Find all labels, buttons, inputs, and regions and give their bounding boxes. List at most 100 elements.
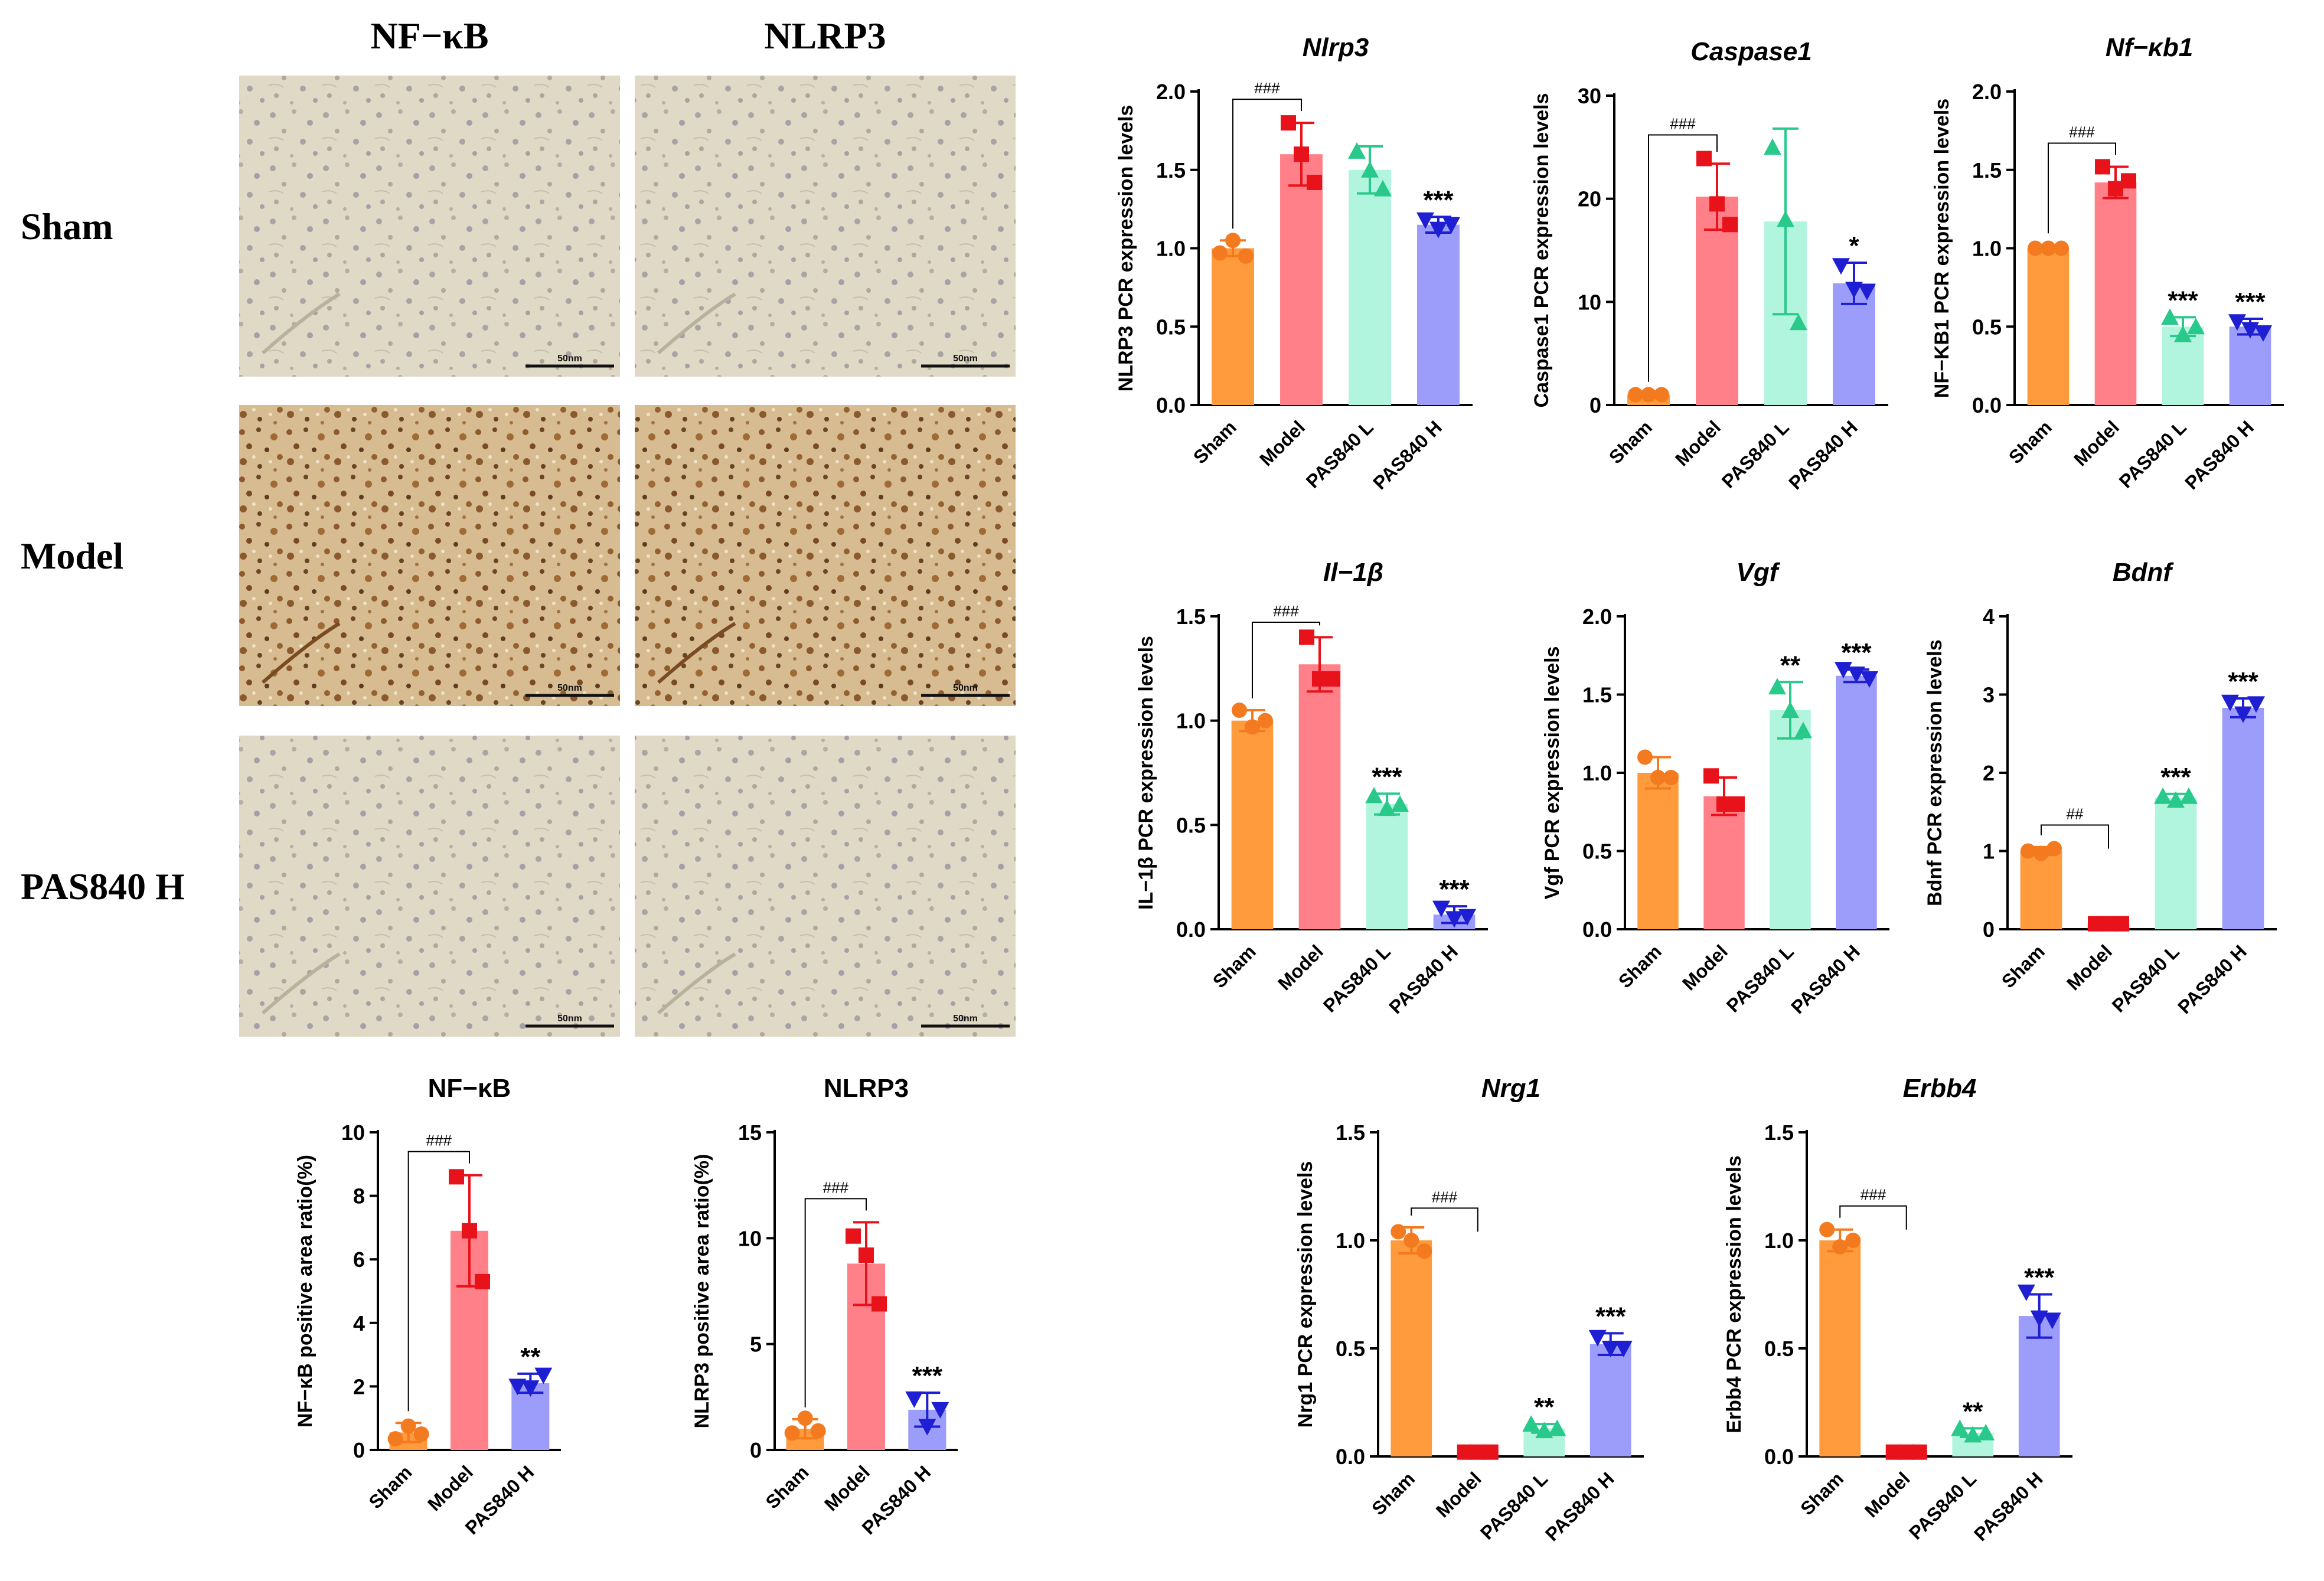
y-tick-label: 10 bbox=[738, 1226, 762, 1250]
y-axis-label: Vgf PCR expression levels bbox=[1541, 646, 1564, 900]
x-tick-label-pas840-l: PAS840 L bbox=[1476, 1468, 1552, 1543]
y-tick-label: 1.0 bbox=[1582, 761, 1612, 785]
data-point-pas840-l bbox=[1790, 313, 1807, 331]
micrograph-image bbox=[635, 736, 1016, 1037]
data-point-sham bbox=[1416, 1243, 1432, 1259]
x-tick-label-model: Model bbox=[1678, 940, 1732, 994]
x-tick-label-pas840-h: PAS840 H bbox=[1385, 940, 1462, 1018]
x-tick-label-sham: Sham bbox=[1209, 940, 1260, 992]
data-point-model bbox=[475, 1273, 490, 1289]
bar-pas840-l bbox=[2155, 798, 2197, 929]
chart-nlrp3-pcr: Nlrp3 0.0 0.5 1.0 1.5 2.0 NLRP3 PCR expression… bbox=[1115, 33, 1473, 494]
data-point-sham bbox=[1663, 769, 1679, 785]
significance-marker: *** bbox=[2228, 667, 2258, 696]
data-point-model bbox=[1898, 1444, 1914, 1460]
data-point-pas840-l bbox=[2154, 787, 2172, 804]
data-point-pas840-l bbox=[1777, 210, 1794, 227]
bar-model bbox=[1298, 664, 1341, 929]
significance-bracket bbox=[1252, 622, 1320, 698]
data-point-sham bbox=[1391, 1224, 1406, 1240]
y-tick-label: 1 bbox=[1983, 840, 1995, 864]
data-point-pas840-h bbox=[931, 1402, 949, 1419]
data-point-pas840-h bbox=[2030, 1310, 2048, 1327]
bracket-label: ### bbox=[2069, 123, 2095, 141]
chart-nlrp3-area: NLRP3 0 5 10 15 NLRP3 positive area ratio(%) S… bbox=[691, 1074, 958, 1538]
data-point-pas840-h bbox=[2254, 325, 2272, 342]
data-point-sham bbox=[1258, 713, 1273, 729]
data-point-pas840-h bbox=[1860, 671, 1878, 688]
y-tick-label: 2 bbox=[1983, 761, 1995, 785]
bar-pas840-l bbox=[1366, 804, 1408, 929]
data-point-sham bbox=[2034, 845, 2049, 861]
y-tick-label: 0.5 bbox=[1972, 315, 2002, 339]
bracket-label: ### bbox=[823, 1178, 849, 1196]
data-point-sham bbox=[387, 1431, 403, 1447]
bar-pas840-h bbox=[2222, 708, 2264, 929]
data-point-sham bbox=[2021, 843, 2036, 859]
data-point-model bbox=[462, 1223, 477, 1239]
data-point-model bbox=[1716, 796, 1732, 812]
bar-model bbox=[1703, 796, 1745, 929]
data-point-model bbox=[1457, 1444, 1473, 1460]
x-tick-label-model: Model bbox=[423, 1461, 477, 1515]
y-tick-label: 1.0 bbox=[1336, 1229, 1365, 1253]
y-tick-label: 0 bbox=[1589, 393, 1601, 417]
significance-marker: * bbox=[1849, 231, 1859, 260]
data-point-model bbox=[2088, 916, 2103, 932]
data-point-pas840-h bbox=[2017, 1284, 2035, 1301]
chart-bdnf-pcr: Bdnf 0 1 2 3 4 Bdnf PCR expression levels Sham M… bbox=[1924, 558, 2277, 1018]
y-tick-label: 2.0 bbox=[1156, 80, 1186, 104]
x-tick-label-model: Model bbox=[1432, 1468, 1486, 1521]
data-point-model bbox=[1307, 174, 1322, 190]
significance-bracket bbox=[2048, 142, 2116, 234]
data-point-model bbox=[1299, 629, 1314, 645]
data-point-model bbox=[1483, 1444, 1499, 1460]
data-point-model bbox=[1885, 1444, 1901, 1460]
significance-bracket bbox=[1648, 134, 1718, 382]
data-point-pas840-h bbox=[1845, 282, 1863, 299]
data-point-sham bbox=[1232, 703, 1247, 718]
data-point-pas840-h bbox=[918, 1419, 936, 1436]
bar-sham bbox=[1231, 720, 1274, 929]
data-point-pas840-l bbox=[1768, 678, 1786, 695]
y-tick-label: 6 bbox=[353, 1247, 365, 1272]
scale-bar-label: 50nm bbox=[953, 683, 978, 693]
x-tick-label-sham: Sham bbox=[2005, 416, 2056, 468]
chart-il1b-pcr: Il−1β 0.0 0.5 1.0 1.5 IL−1β PCR expression le… bbox=[1135, 558, 1488, 1018]
data-point-pas840-h bbox=[1429, 221, 1447, 239]
y-tick-label: 4 bbox=[353, 1311, 365, 1335]
x-tick-label-sham: Sham bbox=[1367, 1468, 1419, 1519]
x-tick-label-pas840-h: PAS840 H bbox=[1369, 416, 1446, 494]
y-tick-label: 0.5 bbox=[1764, 1337, 1794, 1361]
x-tick-label-model: Model bbox=[2070, 416, 2123, 470]
y-tick-label: 10 bbox=[1578, 290, 1601, 314]
significance-bracket bbox=[1839, 1205, 1907, 1230]
data-point-sham bbox=[797, 1410, 813, 1426]
data-point-pas840-l bbox=[2187, 318, 2205, 335]
x-tick-label-pas840-h: PAS840 H bbox=[2181, 416, 2258, 494]
data-point-model bbox=[1470, 1444, 1486, 1460]
vessel-streak bbox=[657, 622, 736, 684]
data-point-model bbox=[846, 1228, 861, 1244]
data-point-sham bbox=[400, 1418, 416, 1434]
y-tick-label: 1.5 bbox=[1336, 1121, 1365, 1145]
bracket-label: ## bbox=[2067, 805, 2084, 823]
bar-pas840-h bbox=[2018, 1316, 2060, 1456]
data-point-sham bbox=[1641, 387, 1656, 403]
micrograph-model-nlrp3: 50nm bbox=[635, 405, 1016, 706]
significance-marker: *** bbox=[2168, 286, 2198, 315]
bar-sham bbox=[2020, 851, 2062, 929]
x-tick-label-pas840-l: PAS840 L bbox=[1302, 416, 1378, 492]
data-point-pas840-h bbox=[508, 1379, 527, 1396]
data-point-pas840-l bbox=[1951, 1419, 1969, 1436]
y-tick-label: 0 bbox=[750, 1438, 762, 1462]
data-point-pas840-l bbox=[1964, 1426, 1982, 1443]
bar-pas840-l bbox=[1770, 710, 1811, 929]
data-point-sham bbox=[784, 1425, 800, 1441]
chart-nrg1-pcr: Nrg1 0.0 0.5 1.0 1.5 Nrg1 PCR expression leve… bbox=[1294, 1074, 1644, 1545]
data-point-model bbox=[1703, 768, 1719, 784]
significance-marker: *** bbox=[1372, 762, 1402, 791]
bar-pas840-l bbox=[1349, 169, 1391, 405]
bar-pas840-h bbox=[1836, 675, 1877, 929]
